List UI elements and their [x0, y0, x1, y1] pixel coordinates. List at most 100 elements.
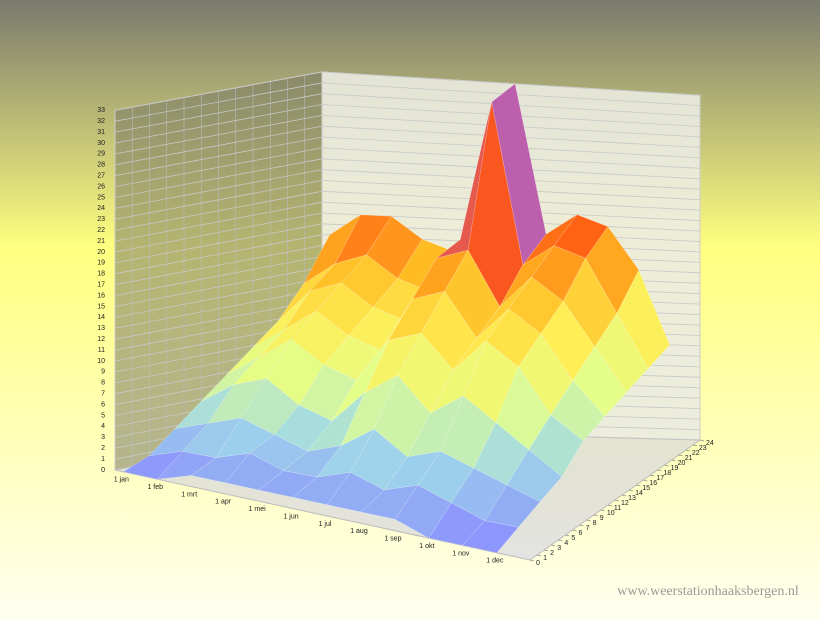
grid-line: [114, 158, 701, 198]
y-tick-label: 7: [101, 391, 105, 398]
z-tick-label: 11: [614, 505, 621, 512]
grid-line: [114, 201, 701, 242]
y-tick-label: 9: [101, 369, 105, 376]
y-tick-label: 2: [101, 445, 105, 452]
z-tick: [600, 509, 605, 512]
y-tick-label: 14: [97, 314, 105, 321]
z-tick-label: 18: [664, 470, 672, 477]
watermark: www.weerstationhaaksbergen.nl: [617, 584, 799, 599]
y-tick-label: 20: [97, 249, 105, 256]
y-tick-label: 15: [97, 303, 105, 310]
grid-line: [114, 169, 701, 209]
z-tick-label: 9: [600, 515, 604, 522]
z-tick: [579, 524, 584, 527]
y-tick-label: 6: [101, 401, 105, 408]
y-tick-label: 23: [97, 216, 105, 223]
z-tick-label: 20: [678, 460, 686, 467]
grid-line: [114, 190, 701, 231]
y-tick-label: 24: [97, 205, 105, 212]
z-tick: [529, 559, 535, 562]
z-tick: [614, 499, 620, 502]
grid-line: [114, 93, 701, 133]
grid-line: [114, 82, 701, 122]
z-tick: [629, 489, 634, 492]
z-tick: [671, 459, 676, 462]
y-tick-label: 8: [101, 380, 105, 387]
z-tick-label: 4: [564, 540, 568, 547]
x-tick-label: 1 okt: [419, 543, 434, 550]
z-tick-label: 23: [699, 445, 707, 452]
z-tick: [544, 549, 549, 552]
z-tick: [551, 544, 556, 547]
z-tick: [664, 464, 669, 467]
x-tick-label: 1 feb: [147, 484, 163, 491]
y-tick-label: 25: [97, 194, 105, 201]
y-tick-label: 19: [97, 260, 105, 267]
z-tick-label: 8: [593, 520, 597, 527]
grid-line: [114, 136, 701, 177]
y-tick-label: 3: [101, 434, 105, 441]
z-tick: [593, 514, 598, 517]
z-tick-label: 17: [656, 475, 664, 482]
y-tick-label: 1: [101, 456, 105, 463]
z-tick: [565, 534, 570, 537]
z-tick-label: 14: [635, 490, 643, 497]
z-tick: [586, 519, 591, 522]
grid-line: [114, 125, 701, 166]
x-tick-label: 1 nov: [452, 550, 470, 557]
y-tick-label: 11: [98, 347, 105, 354]
y-tick-label: 17: [97, 282, 105, 289]
x-tick-label: 1 aug: [350, 528, 368, 535]
z-tick: [678, 454, 683, 457]
y-tick-label: 26: [97, 183, 105, 190]
y-tick-label: 27: [97, 173, 105, 180]
z-tick: [537, 554, 542, 557]
z-tick-label: 13: [628, 495, 636, 502]
y-tick-label: 5: [101, 412, 105, 419]
x-tick-label: 1 jun: [283, 513, 298, 520]
y-tick-label: 33: [97, 107, 105, 114]
z-tick-label: 24: [706, 440, 714, 447]
surface-cell: [462, 520, 519, 554]
x-tick-label: 1 jul: [319, 521, 332, 528]
z-tick: [636, 484, 641, 487]
x-tick-label: 1 apr: [215, 499, 232, 506]
x-tick-label: 1 mei: [249, 506, 267, 513]
x-tick-label: 1 mrt: [181, 491, 197, 498]
y-tick-label: 32: [97, 118, 105, 125]
y-tick-label: 10: [97, 358, 105, 365]
z-tick: [657, 469, 662, 472]
grid-line: [114, 180, 701, 220]
z-tick: [692, 444, 697, 447]
z-tick-label: 5: [571, 535, 575, 542]
y-tick-label: 0: [101, 467, 105, 474]
z-tick: [572, 529, 577, 532]
z-tick-label: 7: [586, 525, 590, 532]
z-tick-label: 6: [579, 530, 583, 537]
z-tick-label: 2: [550, 550, 554, 557]
y-tick-label: 18: [97, 271, 105, 278]
y-tick-label: 21: [97, 238, 105, 245]
z-tick-label: 19: [671, 465, 679, 472]
z-tick: [643, 479, 648, 482]
z-tick: [650, 474, 655, 477]
z-tick-label: 21: [685, 455, 693, 462]
y-tick-label: 12: [97, 336, 105, 343]
z-tick-label: 22: [692, 450, 700, 457]
y-tick-label: 22: [97, 227, 105, 234]
y-tick-label: 28: [97, 162, 105, 169]
z-tick-label: 1: [543, 555, 547, 562]
grid-line: [114, 114, 701, 155]
z-tick: [622, 494, 627, 497]
z-tick-label: 15: [642, 485, 650, 492]
z-tick: [699, 439, 705, 442]
z-tick-label: 10: [607, 510, 615, 517]
x-tick-label: 1 dec: [486, 558, 504, 565]
z-tick: [607, 504, 612, 507]
z-tick-label: 0: [536, 560, 540, 567]
z-tick: [558, 539, 563, 542]
z-tick-label: 12: [621, 500, 629, 507]
grid-line: [114, 104, 701, 144]
grid-line: [114, 71, 701, 111]
